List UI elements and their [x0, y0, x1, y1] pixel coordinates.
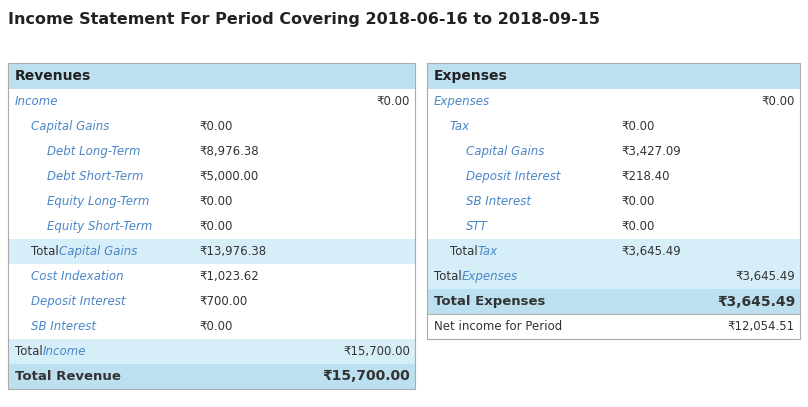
- Text: Revenues: Revenues: [15, 69, 91, 83]
- Bar: [8, 289, 415, 314]
- Text: Total: Total: [450, 245, 482, 258]
- Bar: [427, 114, 800, 139]
- Bar: [427, 264, 800, 289]
- Text: Capital Gains: Capital Gains: [466, 145, 545, 158]
- Text: Tax: Tax: [478, 245, 498, 258]
- Text: ₹5,000.00: ₹5,000.00: [200, 170, 259, 183]
- Text: Income: Income: [43, 345, 86, 358]
- Text: STT: STT: [466, 220, 488, 233]
- Bar: [427, 164, 800, 189]
- Bar: [427, 139, 800, 164]
- Text: Capital Gains: Capital Gains: [59, 245, 137, 258]
- Text: Deposit Interest: Deposit Interest: [466, 170, 561, 183]
- Text: Total: Total: [434, 270, 465, 283]
- Bar: [8, 189, 415, 214]
- Text: ₹0.00: ₹0.00: [621, 220, 654, 233]
- Bar: [8, 239, 415, 264]
- Text: Income: Income: [15, 95, 58, 108]
- Text: Deposit Interest: Deposit Interest: [31, 295, 125, 308]
- Bar: [427, 314, 800, 339]
- Text: Net income for Period: Net income for Period: [434, 320, 562, 333]
- Text: Debt Long-Term: Debt Long-Term: [47, 145, 141, 158]
- Bar: [8, 264, 415, 289]
- Text: ₹8,976.38: ₹8,976.38: [200, 145, 259, 158]
- Text: ₹0.00: ₹0.00: [621, 195, 654, 208]
- Text: Equity Long-Term: Equity Long-Term: [47, 195, 149, 208]
- Bar: [8, 114, 415, 139]
- Bar: [8, 339, 415, 364]
- Text: Capital Gains: Capital Gains: [31, 120, 109, 133]
- Text: Debt Short-Term: Debt Short-Term: [47, 170, 144, 183]
- Text: ₹0.00: ₹0.00: [200, 320, 233, 333]
- Text: ₹0.00: ₹0.00: [200, 220, 233, 233]
- Text: ₹15,700.00: ₹15,700.00: [322, 370, 410, 383]
- Text: ₹13,976.38: ₹13,976.38: [200, 245, 267, 258]
- Text: SB Interest: SB Interest: [466, 195, 531, 208]
- Text: SB Interest: SB Interest: [31, 320, 96, 333]
- Text: ₹0.00: ₹0.00: [762, 95, 795, 108]
- Bar: [8, 63, 415, 389]
- Text: Expenses: Expenses: [434, 69, 507, 83]
- Bar: [427, 89, 800, 114]
- Text: Expenses: Expenses: [461, 270, 518, 283]
- Text: ₹218.40: ₹218.40: [621, 170, 670, 183]
- Bar: [427, 239, 800, 264]
- Text: Expenses: Expenses: [434, 95, 490, 108]
- Text: ₹3,645.49: ₹3,645.49: [717, 295, 795, 309]
- Text: ₹0.00: ₹0.00: [200, 195, 233, 208]
- Text: ₹3,427.09: ₹3,427.09: [621, 145, 680, 158]
- Bar: [8, 314, 415, 339]
- Text: ₹0.00: ₹0.00: [200, 120, 233, 133]
- Text: Total: Total: [15, 345, 47, 358]
- Bar: [8, 364, 415, 389]
- Text: ₹15,700.00: ₹15,700.00: [343, 345, 410, 358]
- Text: ₹0.00: ₹0.00: [377, 95, 410, 108]
- Text: Equity Short-Term: Equity Short-Term: [47, 220, 153, 233]
- Bar: [427, 189, 800, 214]
- Bar: [8, 63, 415, 89]
- Text: ₹0.00: ₹0.00: [621, 120, 654, 133]
- Text: ₹3,645.49: ₹3,645.49: [621, 245, 680, 258]
- Text: Tax: Tax: [450, 120, 470, 133]
- Text: ₹3,645.49: ₹3,645.49: [735, 270, 795, 283]
- Bar: [427, 214, 800, 239]
- Text: ₹1,023.62: ₹1,023.62: [200, 270, 259, 283]
- Bar: [8, 214, 415, 239]
- Text: Cost Indexation: Cost Indexation: [31, 270, 124, 283]
- Text: ₹12,054.51: ₹12,054.51: [728, 320, 795, 333]
- Text: Income Statement For Period Covering 2018-06-16 to 2018-09-15: Income Statement For Period Covering 201…: [8, 12, 600, 27]
- Text: Total Revenue: Total Revenue: [15, 370, 121, 383]
- Bar: [8, 164, 415, 189]
- Text: Total Expenses: Total Expenses: [434, 295, 545, 308]
- Bar: [427, 289, 800, 314]
- Bar: [427, 63, 800, 89]
- Text: ₹700.00: ₹700.00: [200, 295, 247, 308]
- Bar: [8, 139, 415, 164]
- Bar: [427, 63, 800, 339]
- Bar: [8, 89, 415, 114]
- Text: Total: Total: [31, 245, 62, 258]
